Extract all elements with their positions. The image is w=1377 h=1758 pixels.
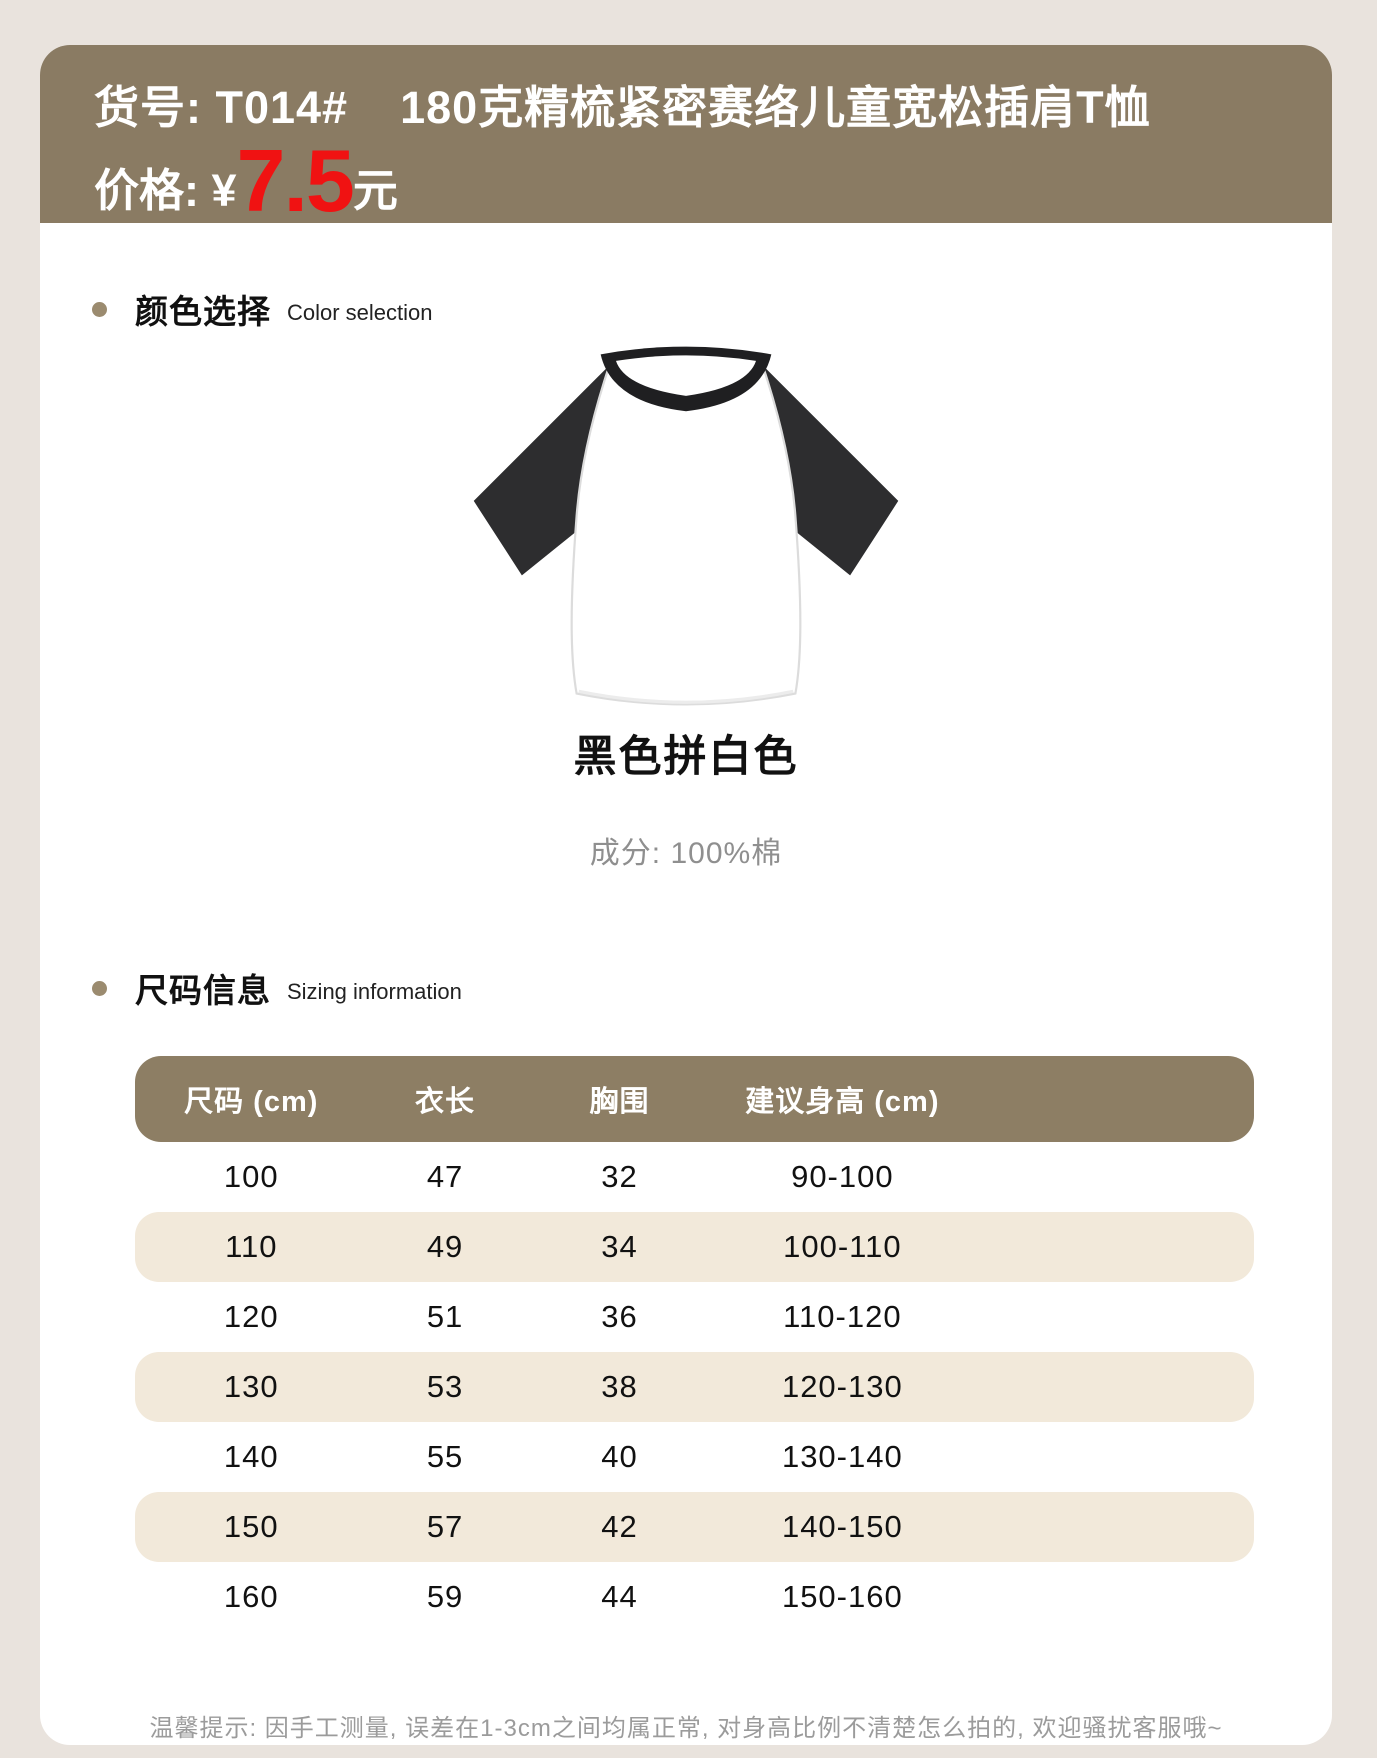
- cell-height: 120-130: [781, 1369, 903, 1404]
- cell-height: 100-110: [783, 1229, 902, 1264]
- cell-length: 53: [426, 1369, 464, 1404]
- price-label: 价格: ¥: [94, 164, 237, 216]
- cell-size: 120: [223, 1299, 279, 1334]
- raglan-tshirt-icon: [473, 346, 899, 706]
- table-row: 150 57 42 140-150: [135, 1492, 1254, 1562]
- cell-chest: 44: [601, 1579, 638, 1614]
- cell-size: 150: [223, 1509, 279, 1544]
- cell-chest: 32: [601, 1159, 638, 1194]
- cell-length: 51: [426, 1299, 464, 1334]
- sizing-info-heading: 尺码信息 Sizing information: [92, 964, 1332, 1012]
- cell-height: 130-140: [781, 1439, 903, 1474]
- table-row: 140 55 40 130-140: [135, 1422, 1254, 1492]
- table-row: 100 47 32 90-100: [135, 1142, 1254, 1212]
- cell-length: 59: [426, 1579, 464, 1614]
- size-table-header: 尺码 (cm) 衣长 胸围 建议身高 (cm): [135, 1056, 1254, 1142]
- cell-length: 55: [426, 1439, 464, 1474]
- col-header-length: 衣长: [415, 1086, 476, 1118]
- col-header-chest: 胸围: [589, 1086, 650, 1118]
- cell-size: 160: [223, 1579, 279, 1614]
- color-selection-heading: 颜色选择 Color selection: [92, 285, 1332, 333]
- product-title: 180克精梳紧密赛络儿童宽松插肩T恤: [400, 82, 1151, 133]
- product-header-banner: 货号: T014# 180克精梳紧密赛络儿童宽松插肩T恤 价格: ¥ 7.5 元: [40, 45, 1332, 225]
- product-detail-card: 货号: T014# 180克精梳紧密赛络儿童宽松插肩T恤 价格: ¥ 7.5 元 …: [40, 45, 1332, 1745]
- cell-chest: 40: [601, 1439, 638, 1474]
- cell-size: 130: [223, 1369, 279, 1404]
- cell-length: 47: [426, 1159, 464, 1194]
- sizing-heading-en: Sizing information: [287, 979, 462, 1004]
- table-row: 160 59 44 150-160: [135, 1562, 1254, 1632]
- cell-chest: 38: [601, 1369, 638, 1404]
- bullet-icon: [92, 301, 107, 317]
- product-title-line: 货号: T014# 180克精梳紧密赛络儿童宽松插肩T恤: [94, 71, 1332, 136]
- cell-size: 100: [223, 1159, 279, 1194]
- cell-chest: 42: [601, 1509, 638, 1544]
- measurement-disclaimer: 温馨提示: 因手工测量, 误差在1-3cm之间均属正常, 对身高比例不清楚怎么拍…: [149, 1715, 1223, 1742]
- price-unit: 元: [352, 164, 398, 216]
- cell-height: 110-120: [783, 1299, 902, 1334]
- table-row: 120 51 36 110-120: [135, 1282, 1254, 1352]
- item-number: 货号: T014#: [94, 82, 349, 133]
- color-heading-zh: 颜色选择: [135, 293, 271, 330]
- price-value: 7.5: [236, 131, 355, 230]
- col-header-height: 建议身高 (cm): [745, 1086, 940, 1118]
- cell-length: 57: [426, 1509, 464, 1544]
- table-row: 130 53 38 120-130: [135, 1352, 1254, 1422]
- size-table: 尺码 (cm) 衣长 胸围 建议身高 (cm) 100 47 32 90-100…: [135, 1056, 1254, 1632]
- col-header-size: 尺码 (cm): [184, 1086, 319, 1118]
- composition-label: 成分: 100%棉: [589, 837, 783, 870]
- cell-length: 49: [426, 1229, 464, 1264]
- product-image: [426, 339, 946, 716]
- cell-height: 150-160: [781, 1579, 903, 1614]
- cell-height: 90-100: [791, 1159, 894, 1194]
- sizing-heading-zh: 尺码信息: [135, 972, 271, 1009]
- price-line: 价格: ¥ 7.5 元: [94, 137, 1332, 225]
- cell-height: 140-150: [781, 1509, 903, 1544]
- cell-size: 140: [223, 1439, 279, 1474]
- color-heading-en: Color selection: [287, 300, 433, 325]
- bullet-icon: [92, 980, 107, 996]
- cell-size: 110: [225, 1229, 278, 1264]
- color-variant-label: 黑色拼白色: [573, 733, 799, 781]
- table-row: 110 49 34 100-110: [135, 1212, 1254, 1282]
- cell-chest: 34: [601, 1229, 638, 1264]
- cell-chest: 36: [601, 1299, 638, 1334]
